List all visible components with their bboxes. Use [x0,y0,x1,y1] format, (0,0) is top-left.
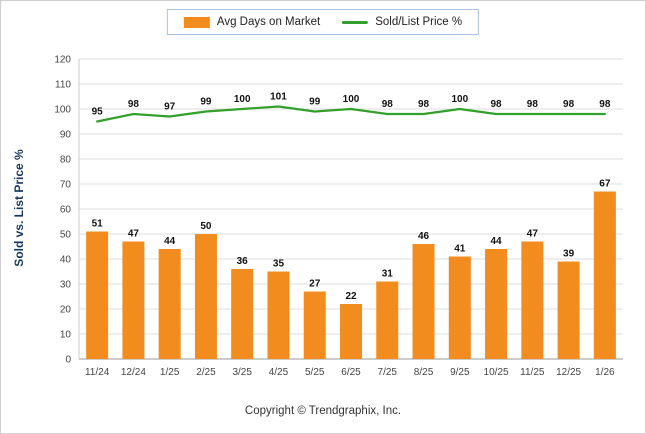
bar [122,241,145,359]
chart-canvas: 0 10 20 30 40 50 60 70 80 90 100 110 120 51 11/24 47 12/… [54,55,623,378]
bar-value-label: 47 [527,229,539,240]
y-tick-label: 10 [60,330,72,341]
x-tick-label: 7/25 [378,367,398,378]
line-series [96,105,606,123]
line-value-label: 99 [309,97,321,108]
y-tick-label: 100 [54,105,71,116]
legend-item-line: Sold/List Price % [342,16,462,28]
x-tick-label: 11/25 [520,367,545,378]
bar [448,256,471,359]
x-tick-label: 5/25 [305,367,325,378]
bar-value-label: 27 [309,279,321,290]
y-tick-label: 30 [60,280,72,291]
bar [267,271,290,359]
line-value-label: 98 [128,99,140,110]
bar-value-label: 47 [128,229,140,240]
line-value-label: 98 [418,99,430,110]
y-tick-label: 0 [65,355,71,366]
bar [340,304,362,359]
y-tick-label: 120 [54,55,71,66]
y-tick-label: 70 [60,180,72,191]
bar [521,241,544,359]
x-tick-label: 11/24 [85,367,110,378]
line-value-label: 98 [527,99,539,110]
bar-value-label: 46 [418,231,430,242]
line-value-label: 101 [270,92,287,103]
bar [303,291,326,359]
x-tick-label: 12/25 [556,367,581,378]
bar-value-label: 44 [491,236,503,247]
line-value-label: 98 [491,99,503,110]
bar [158,249,181,359]
line-value-label: 98 [563,99,575,110]
bar-value-label: 67 [599,179,611,190]
bar [231,269,254,359]
bar [376,281,399,359]
line-value-label: 95 [92,107,104,118]
bar-value-label: 22 [345,291,357,302]
x-tick-label: 9/25 [450,367,470,378]
bar-value-label: 51 [92,219,104,230]
bar-value-label: 35 [273,259,285,270]
bar-value-label: 44 [164,236,176,247]
y-tick-label: 110 [55,80,71,91]
line-value-label: 98 [382,99,394,110]
y-tick-label: 60 [60,205,72,216]
legend-label-line: Sold/List Price % [375,16,463,28]
bar [86,231,109,359]
y-tick-label: 90 [60,130,72,141]
bar-value-label: 39 [563,249,575,260]
x-tick-label: 8/25 [414,367,434,378]
x-tick-label: 10/25 [484,367,509,378]
bar [557,261,580,359]
x-tick-label: 2/25 [196,367,216,378]
line-value-label: 99 [200,97,212,108]
x-tick-label: 6/25 [341,367,361,378]
copyright-text: Copyright © Trendgraphix, Inc. [244,405,402,417]
y-tick-label: 40 [60,255,72,266]
bar [194,234,217,359]
line-value-label: 100 [343,94,360,105]
line-value-label: 100 [451,94,468,105]
y-tick-label: 50 [60,230,72,241]
chart-legend: Avg Days on Market Sold/List Price % [166,9,480,35]
y-tick-label: 80 [60,155,72,166]
line-series-swatch-icon [342,20,369,24]
bar-value-label: 36 [237,256,249,267]
bar [485,249,508,359]
bar-value-label: 50 [200,221,212,232]
bar-value-label: 31 [382,269,394,280]
line-value-label: 97 [164,102,176,113]
line-value-label: 98 [599,99,611,110]
x-tick-label: 1/25 [160,367,180,378]
x-tick-label: 3/25 [232,367,252,378]
bar [412,244,435,359]
legend-item-bar: Avg Days on Market [183,16,321,28]
line-value-label: 100 [234,94,251,105]
y-tick-label: 20 [60,305,72,316]
bar-series-swatch-icon [183,16,210,28]
x-tick-label: 4/25 [269,367,289,378]
bar-value-label: 41 [454,244,466,255]
legend-label-bar: Avg Days on Market [216,16,321,28]
chart-area: 0 10 20 30 40 50 60 70 80 90 100 110 120 51 11/24 47 12/… [1,41,645,386]
x-tick-label: 12/24 [121,367,146,378]
x-tick-label: 1/26 [595,367,615,378]
bar [593,191,616,359]
